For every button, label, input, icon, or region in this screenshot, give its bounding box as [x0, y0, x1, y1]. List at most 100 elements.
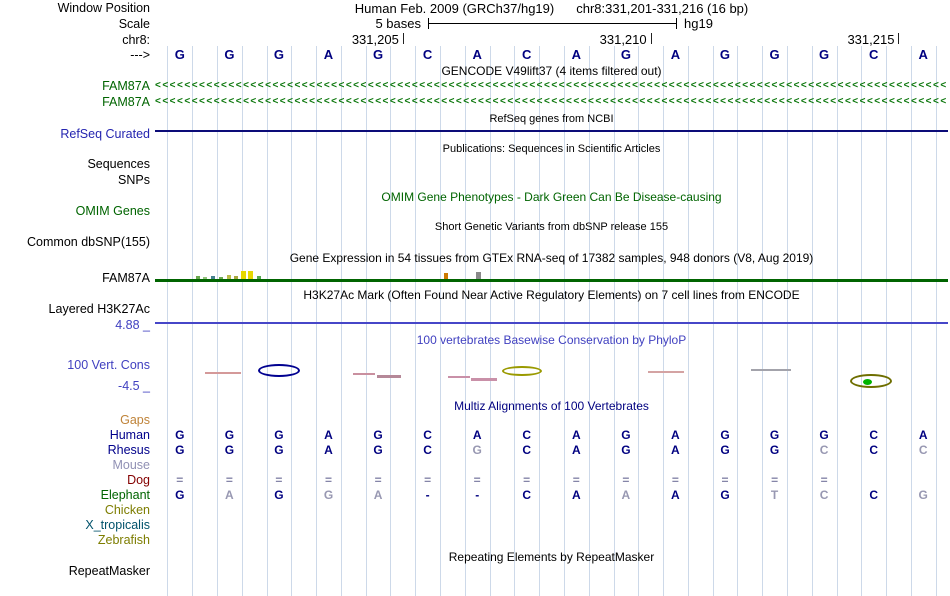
alignment-base: =: [324, 473, 332, 487]
sequence-base: G: [273, 47, 284, 62]
gene-model-fam87a-1[interactable]: <<<<<<<<<<<<<<<<<<<<<<<<<<<<<<<<<<<<<<<<…: [155, 80, 948, 91]
alignment-base: G: [769, 443, 780, 457]
gene-label-fam87a-1[interactable]: FAM87A: [102, 79, 150, 93]
track-label-cons[interactable]: 100 Vert. Cons: [67, 358, 150, 372]
species-label-rhesus[interactable]: Rhesus: [107, 443, 150, 457]
species-label-mouse[interactable]: Mouse: [112, 458, 150, 472]
guideline: [390, 46, 392, 596]
alignment-base: G: [224, 443, 235, 457]
track-label-snps[interactable]: SNPs: [118, 173, 150, 187]
alignment-base: A: [918, 428, 928, 442]
species-label-gaps[interactable]: Gaps: [120, 413, 150, 427]
alignment-base: G: [274, 488, 284, 502]
alignment-base: G: [720, 443, 730, 457]
species-label-chicken[interactable]: Chicken: [104, 503, 150, 517]
guideline: [935, 46, 937, 596]
alignment-base: C: [522, 488, 532, 502]
scale-bar: [428, 18, 677, 29]
ruler-tickmark: [898, 33, 900, 44]
alignment-base: =: [671, 473, 679, 487]
guideline: [613, 46, 615, 596]
guideline: [638, 46, 640, 596]
species-label-zebrafish[interactable]: Zebrafish: [97, 533, 150, 547]
alignment-base: =: [424, 473, 432, 487]
alignment-base: G: [472, 443, 482, 457]
track-title-refseq[interactable]: RefSeq genes from NCBI: [489, 113, 614, 125]
guideline: [663, 46, 664, 596]
alignment-base: G: [175, 443, 185, 457]
phylop-mark: [448, 376, 470, 378]
strand-direction-label: --->: [130, 48, 150, 62]
alignment-base: G: [373, 443, 383, 457]
sequence-base: C: [521, 47, 532, 62]
guideline: [539, 46, 541, 596]
species-label-x-tropicalis[interactable]: X_tropicalis: [85, 518, 150, 532]
guideline: [241, 46, 243, 596]
gtex-expression-bar: [219, 277, 223, 279]
sequence-base: G: [769, 47, 780, 62]
gtex-expression-bar: [476, 272, 481, 279]
alignment-base: G: [720, 488, 730, 502]
alignment-base: A: [621, 488, 631, 502]
guideline: [563, 46, 565, 596]
track-title-gencode[interactable]: GENCODE V49lift37 (4 items filtered out): [441, 64, 662, 78]
species-label-elephant[interactable]: Elephant: [100, 488, 150, 502]
alignment-base: A: [225, 488, 234, 502]
track-title-omim[interactable]: OMIM Gene Phenotypes - Dark Green Can Be…: [381, 190, 722, 204]
phylop-mark: [377, 375, 401, 378]
track-title-dbsnp[interactable]: Short Genetic Variants from dbSNP releas…: [434, 221, 669, 233]
sequence-base: A: [670, 47, 681, 62]
track-label-gtex[interactable]: FAM87A: [102, 271, 150, 285]
guideline: [192, 46, 194, 596]
sequence-base: A: [918, 47, 928, 62]
sequence-base: G: [620, 47, 631, 62]
alignment-base: =: [771, 473, 779, 487]
gtex-gene-line[interactable]: [155, 279, 948, 282]
gtex-expression-bar: [444, 273, 448, 279]
alignment-base: G: [175, 428, 185, 442]
track-title-repeatmasker[interactable]: Repeating Elements by RepeatMasker: [448, 550, 655, 564]
track-title-cons[interactable]: 100 vertebrates Basewise Conservation by…: [416, 333, 687, 347]
phylop-mark: [205, 372, 241, 374]
track-title-multiz[interactable]: Multiz Alignments of 100 Vertebrates: [454, 399, 649, 413]
species-label-dog[interactable]: Dog: [127, 473, 150, 487]
gene-label-fam87a-2[interactable]: FAM87A: [102, 95, 150, 109]
refseq-gene-line[interactable]: [155, 130, 948, 132]
guideline: [687, 46, 689, 596]
gtex-expression-bar: [227, 275, 231, 279]
guideline: [167, 46, 169, 596]
alignment-base: C: [819, 443, 829, 457]
alignment-base: =: [225, 473, 233, 487]
track-title-h3k27ac[interactable]: H3K27Ac Mark (Often Found Near Active Re…: [303, 288, 800, 302]
alignment-base: A: [571, 428, 581, 442]
guideline: [836, 46, 838, 596]
alignment-base: A: [373, 488, 383, 502]
track-label-omim[interactable]: OMIM Genes: [75, 204, 150, 218]
track-label-dbsnp[interactable]: Common dbSNP(155): [27, 235, 150, 249]
alignment-base: A: [671, 443, 680, 457]
species-label-human[interactable]: Human: [109, 428, 150, 442]
track-title-gtex[interactable]: Gene Expression in 54 tissues from GTEx …: [289, 251, 814, 265]
gtex-expression-bar: [248, 271, 253, 279]
alignment-base: G: [621, 443, 631, 457]
track-label-sequences[interactable]: Sequences: [87, 157, 150, 171]
track-label-h3k27ac[interactable]: Layered H3K27Ac: [48, 302, 150, 316]
alignment-base: G: [373, 428, 383, 442]
gtex-expression-bar: [211, 276, 215, 279]
alignment-base: G: [274, 443, 284, 457]
alignment-base: C: [869, 428, 879, 442]
track-title-publications[interactable]: Publications: Sequences in Scientific Ar…: [442, 143, 661, 155]
guideline: [415, 46, 417, 596]
guideline: [217, 46, 218, 596]
position-text: chr8:331,201-331,216 (16 bp): [576, 1, 749, 16]
guideline: [910, 46, 912, 596]
track-label-repeatmasker[interactable]: RepeatMasker: [68, 564, 150, 578]
track-label-refseq[interactable]: RefSeq Curated: [60, 127, 150, 141]
gene-model-fam87a-2[interactable]: <<<<<<<<<<<<<<<<<<<<<<<<<<<<<<<<<<<<<<<<…: [155, 96, 948, 107]
ruler-coordinate: 331,210: [599, 32, 647, 47]
scale-label: Scale: [118, 17, 150, 31]
alignment-base: =: [721, 473, 729, 487]
alignment-base: C: [869, 488, 879, 502]
